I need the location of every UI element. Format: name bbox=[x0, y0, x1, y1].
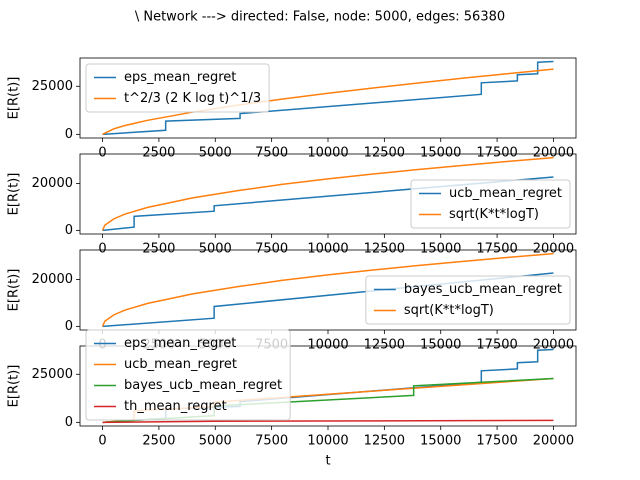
x-tick-label: 12500 bbox=[364, 338, 405, 353]
x-tick-label: 17500 bbox=[476, 434, 517, 449]
x-tick-label: 10000 bbox=[307, 434, 348, 449]
series-line bbox=[102, 176, 554, 232]
y-tick-label: 20000 bbox=[32, 176, 73, 191]
x-tick-label: 17500 bbox=[476, 242, 517, 257]
legend-label: ucb_mean_regret bbox=[124, 357, 237, 372]
x-tick-label: 2500 bbox=[142, 434, 175, 449]
x-tick-label: 15000 bbox=[420, 338, 461, 353]
series-line bbox=[102, 68, 554, 136]
x-tick-label: 7500 bbox=[255, 146, 288, 161]
x-tick-label: 15000 bbox=[420, 434, 461, 449]
legend-label: eps_mean_regret bbox=[124, 70, 236, 85]
x-tick-label: 20000 bbox=[533, 338, 574, 353]
y-tick-label: 25000 bbox=[32, 367, 73, 382]
x-tick-label: 15000 bbox=[420, 242, 461, 257]
x-tick-label: 15000 bbox=[420, 146, 461, 161]
x-tick-label: 17500 bbox=[476, 146, 517, 161]
x-tick-label: 12500 bbox=[364, 434, 405, 449]
y-axis-label: E[R(t)] bbox=[7, 269, 22, 312]
series-line bbox=[102, 419, 554, 424]
y-axis-label: E[R(t)] bbox=[7, 365, 22, 408]
legend-label: t^2/3 (2 K log t)^1/3 bbox=[124, 91, 261, 106]
y-tick-label: 25000 bbox=[32, 79, 73, 94]
legend-label: sqrt(K*t*logT) bbox=[449, 207, 539, 222]
y-tick-label: 0 bbox=[65, 415, 73, 430]
legend-box bbox=[85, 63, 270, 113]
x-tick-label: 12500 bbox=[364, 146, 405, 161]
legend-box bbox=[365, 275, 571, 325]
legend: eps_mean_regret ucb_mean_regret bayes_ucb_… bbox=[85, 329, 291, 421]
y-axis-label: E[R(t)] bbox=[7, 77, 22, 120]
legend: eps_mean_regret t^2/3 (2 K log t)^1/3 bbox=[85, 63, 270, 113]
x-tick-label: 2500 bbox=[142, 146, 175, 161]
x-tick-label: 5000 bbox=[199, 146, 232, 161]
x-tick-label: 12500 bbox=[364, 242, 405, 257]
legend-box bbox=[410, 179, 571, 229]
figure-title: \ Network ---> directed: False, node: 50… bbox=[135, 10, 505, 25]
x-tick-label: 0 bbox=[98, 434, 106, 449]
y-axis-label: E[R(t)] bbox=[7, 173, 22, 216]
series-line bbox=[101, 156, 554, 231]
legend-label: eps_mean_regret bbox=[124, 336, 236, 351]
legend-label: th_mean_regret bbox=[124, 399, 227, 414]
legend: ucb_mean_regret sqrt(K*t*logT) bbox=[410, 179, 571, 229]
x-tick-label: 7500 bbox=[255, 434, 288, 449]
x-tick-label: 0 bbox=[98, 242, 106, 257]
x-tick-label: 10000 bbox=[307, 146, 348, 161]
x-tick-label: 5000 bbox=[199, 434, 232, 449]
legend-label: ucb_mean_regret bbox=[449, 186, 562, 201]
x-tick-label: 7500 bbox=[255, 242, 288, 257]
series-line bbox=[102, 60, 554, 136]
x-tick-label: 20000 bbox=[533, 434, 574, 449]
series-line bbox=[101, 252, 554, 327]
x-tick-label: 10000 bbox=[307, 242, 348, 257]
x-tick-label: 10000 bbox=[307, 338, 348, 353]
y-tick-label: 0 bbox=[65, 319, 73, 334]
legend-label: bayes_ucb_mean_regret bbox=[124, 378, 282, 393]
legend-label: bayes_ucb_mean_regret bbox=[404, 282, 562, 297]
y-tick-label: 0 bbox=[65, 127, 73, 142]
x-tick-label: 5000 bbox=[199, 242, 232, 257]
x-tick-label: 2500 bbox=[142, 242, 175, 257]
legend: bayes_ucb_mean_regret sqrt(K*t*logT) bbox=[365, 275, 571, 325]
x-tick-label: 17500 bbox=[476, 338, 517, 353]
legend-label: sqrt(K*t*logT) bbox=[404, 303, 494, 318]
y-tick-label: 0 bbox=[65, 223, 73, 238]
legend-box bbox=[85, 329, 291, 421]
x-axis-label: t bbox=[325, 454, 330, 469]
x-tick-label: 0 bbox=[98, 146, 106, 161]
x-tick-label: 20000 bbox=[533, 146, 574, 161]
y-tick-label: 20000 bbox=[32, 272, 73, 287]
x-tick-label: 20000 bbox=[533, 242, 574, 257]
